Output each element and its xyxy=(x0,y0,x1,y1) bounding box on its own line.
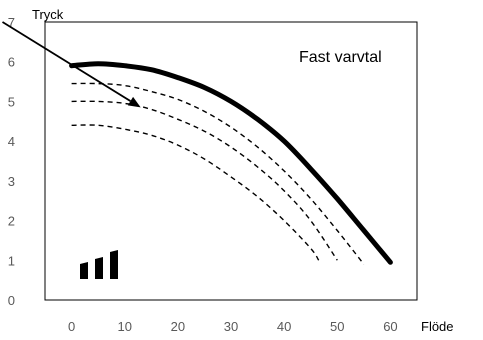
curve-1 xyxy=(71,82,365,265)
y-axis-ticks: 0 1 2 3 4 5 6 7 xyxy=(8,15,15,308)
x-axis-ticks: 0 10 20 30 40 50 60 xyxy=(68,319,398,334)
y-tick-label: 5 xyxy=(8,94,15,109)
y-tick-label: 7 xyxy=(8,15,15,30)
y-tick-label: 2 xyxy=(8,214,15,229)
curve-0 xyxy=(69,61,393,265)
x-tick-label: 0 xyxy=(68,319,75,334)
x-tick-label: 30 xyxy=(224,319,238,334)
curves-layer xyxy=(69,61,393,265)
x-tick-label: 50 xyxy=(330,319,344,334)
y-tick-label: 0 xyxy=(8,293,15,308)
y-tick-label: 6 xyxy=(8,55,15,70)
curve-3 xyxy=(71,124,320,261)
x-axis-title: Flöde xyxy=(421,319,454,334)
x-tick-label: 10 xyxy=(117,319,131,334)
signal-strength-icon xyxy=(80,250,118,279)
arrow-line xyxy=(2,21,131,102)
speed-annotation: Fast varvtal xyxy=(299,49,382,66)
plot-frame xyxy=(44,21,418,301)
y-axis-title: Tryck xyxy=(32,7,64,22)
y-tick-label: 1 xyxy=(8,253,15,268)
x-tick-label: 60 xyxy=(383,319,397,334)
curve-2 xyxy=(71,100,338,261)
y-tick-label: 4 xyxy=(8,134,15,149)
arrow-layer xyxy=(2,21,141,108)
y-tick-label: 3 xyxy=(8,174,15,189)
x-tick-label: 40 xyxy=(277,319,291,334)
arrow-head xyxy=(127,96,141,108)
x-tick-label: 20 xyxy=(171,319,185,334)
